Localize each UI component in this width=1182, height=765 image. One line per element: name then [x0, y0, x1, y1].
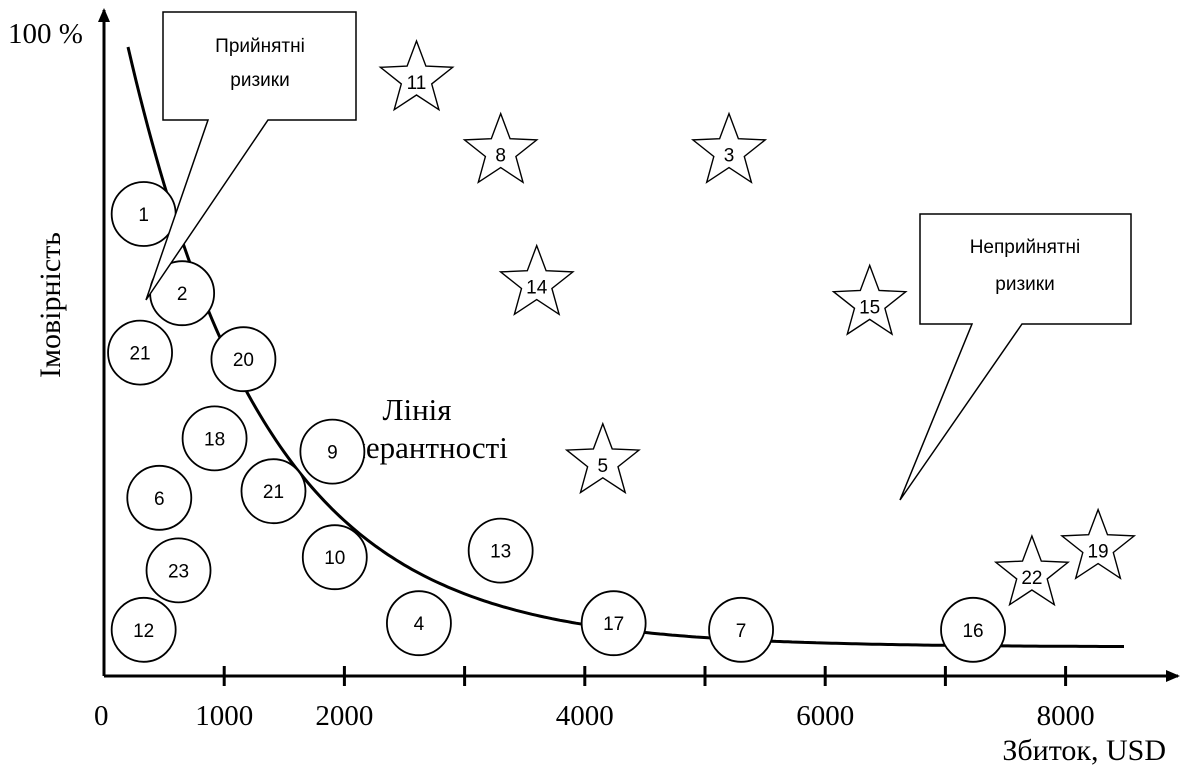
callout-acceptable-line1: Прийнятні	[215, 36, 305, 57]
risk-star-marker: 15	[831, 263, 908, 336]
risk-id-label: 11	[407, 73, 427, 94]
risk-id-label: 2	[177, 284, 188, 305]
x-tick-label: 6000	[796, 700, 854, 732]
circle-shape	[181, 405, 248, 472]
circle-shape	[580, 590, 647, 657]
risk-id-label: 17	[603, 614, 624, 635]
risk-id-label: 15	[859, 297, 880, 318]
star-shape	[1059, 507, 1137, 580]
circle-shape	[240, 458, 307, 525]
tolerance-label-line1: Лінія	[382, 392, 451, 427]
risk-circle-marker: 4	[386, 590, 452, 657]
risk-id-label: 22	[1021, 568, 1042, 589]
callout-unacceptable-line2: ризики	[995, 274, 1054, 295]
star-shape	[690, 111, 768, 184]
risk-circle-marker: 1	[110, 181, 177, 247]
callout-unacceptable-line1: Неприйнятні	[970, 237, 1081, 258]
risk-id-label: 19	[1087, 542, 1108, 563]
risk-star-marker: 5	[564, 421, 641, 495]
callout-acceptable-line2: ризики	[230, 70, 289, 91]
circle-shape	[708, 596, 774, 663]
risk-id-label: 5	[598, 456, 609, 477]
risk-star-marker: 3	[690, 111, 768, 184]
x-tick-label: 1000	[195, 700, 253, 732]
risk-id-label: 8	[495, 146, 506, 167]
risk-id-label: 9	[327, 443, 338, 464]
risk-circle-marker: 12	[110, 596, 177, 663]
risk-circle-marker: 13	[467, 517, 534, 584]
risk-circle-marker: 20	[210, 326, 277, 393]
risk-circle-marker: 2	[149, 260, 216, 327]
risk-star-marker: 8	[462, 111, 539, 184]
x-axis-ticks	[222, 666, 1068, 686]
risk-star-marker: 11	[378, 39, 455, 112]
star-shape	[564, 421, 641, 495]
x-tick-label: 2000	[315, 700, 373, 732]
x-origin-label: 0	[94, 700, 109, 732]
risk-id-label: 6	[154, 489, 165, 510]
risk-id-label: 18	[204, 429, 225, 450]
risk-circle-marker: 21	[240, 458, 307, 525]
x-axis-label: Збиток, USD	[1002, 734, 1166, 765]
risk-circle-marker: 7	[708, 596, 774, 663]
circle-shape	[299, 418, 366, 485]
risk-id-label: 4	[414, 614, 425, 635]
risk-circle-marker: 18	[181, 405, 248, 472]
callout-unacceptable: Неприйнятні ризики	[899, 213, 1132, 501]
risk-id-label: 7	[736, 621, 747, 642]
risk-id-label: 20	[233, 350, 254, 371]
risk-star-marker: 22	[993, 534, 1071, 607]
x-tick-labels: 1000 2000 4000 6000 8000	[195, 700, 1094, 732]
risk-circle-marker: 10	[301, 524, 368, 591]
risk-id-label: 3	[724, 146, 735, 167]
risk-circle-marker: 23	[145, 537, 212, 604]
risk-id-label: 14	[526, 278, 548, 299]
risk-circle-marker: 16	[940, 596, 1006, 663]
circle-shape	[467, 517, 534, 584]
risk-id-label: 10	[324, 548, 345, 569]
risk-star-marker: 19	[1059, 507, 1137, 580]
circle-shape	[126, 464, 193, 531]
risk-circle-marker: 9	[299, 418, 366, 485]
risk-id-label: 12	[133, 621, 154, 642]
risk-circle-marker: 17	[580, 590, 647, 657]
circle-shape	[107, 319, 173, 386]
circle-shape	[940, 596, 1006, 663]
circle-shape	[110, 596, 177, 663]
risk-id-label: 1	[138, 205, 149, 226]
callout-acceptable: Прийнятні ризики	[145, 11, 357, 301]
risk-id-label: 13	[490, 542, 511, 563]
circle-shape	[386, 590, 452, 657]
circle-shape	[301, 524, 368, 591]
y-top-label: 100 %	[8, 18, 83, 50]
circle-shape	[145, 537, 212, 604]
x-tick-label: 8000	[1037, 700, 1095, 732]
star-shape	[993, 534, 1071, 607]
risk-id-label: 23	[168, 561, 189, 582]
circle-shape	[210, 326, 277, 393]
x-tick-label: 4000	[556, 700, 614, 732]
star-shape	[498, 243, 575, 316]
risk-circle-marker: 21	[107, 319, 173, 386]
star-shape	[462, 111, 539, 184]
star-shape	[831, 263, 908, 336]
risk-star-marker: 14	[498, 243, 575, 316]
risk-id-label: 16	[962, 621, 983, 642]
star-shape	[378, 39, 455, 112]
y-axis-label: Імовірність	[34, 232, 67, 378]
risk-id-label: 21	[129, 344, 150, 365]
risk-id-label: 21	[263, 482, 284, 503]
risk-circle-marker: 6	[126, 464, 193, 531]
